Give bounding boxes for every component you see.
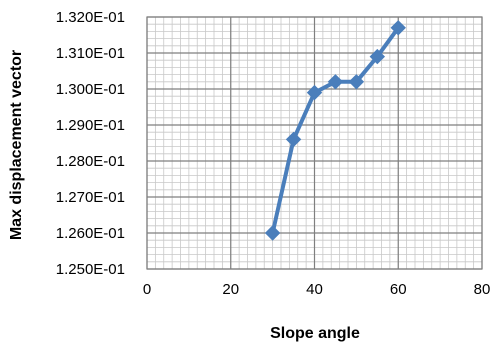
y-tick-label: 1.250E-01 bbox=[56, 261, 125, 278]
y-tick-label: 1.260E-01 bbox=[56, 225, 125, 242]
y-tick-label: 1.300E-01 bbox=[56, 81, 125, 98]
x-tick-label: 60 bbox=[390, 281, 407, 298]
x-tick-label: 80 bbox=[474, 281, 491, 298]
x-tick-label: 0 bbox=[143, 281, 151, 298]
x-tick-label: 40 bbox=[306, 281, 323, 298]
data-point-marker bbox=[264, 225, 281, 241]
x-tick-labels: 0 20 40 60 80 bbox=[143, 281, 491, 298]
major-grid bbox=[146, 16, 483, 270]
y-tick-labels: 1.250E-01 1.260E-01 1.270E-01 1.280E-01 1.29… bbox=[56, 9, 125, 278]
x-axis-title: Slope angle bbox=[270, 325, 360, 342]
data-point-marker bbox=[390, 20, 406, 36]
y-axis-title: Max displacement vector bbox=[8, 50, 25, 240]
y-tick-label: 1.290E-01 bbox=[56, 117, 125, 134]
plot-frame bbox=[146, 16, 483, 270]
data-point-marker bbox=[285, 131, 302, 148]
data-point-marker bbox=[369, 48, 386, 65]
series-layer bbox=[264, 20, 406, 241]
data-point-marker bbox=[327, 74, 344, 90]
y-tick-label: 1.280E-01 bbox=[56, 153, 125, 170]
y-tick-label: 1.310E-01 bbox=[56, 45, 125, 62]
y-tick-label: 1.270E-01 bbox=[56, 189, 125, 206]
y-tick-label: 1.320E-01 bbox=[56, 9, 125, 26]
data-point-marker bbox=[306, 84, 323, 101]
data-point-marker bbox=[348, 74, 365, 90]
x-tick-label: 20 bbox=[222, 281, 239, 298]
